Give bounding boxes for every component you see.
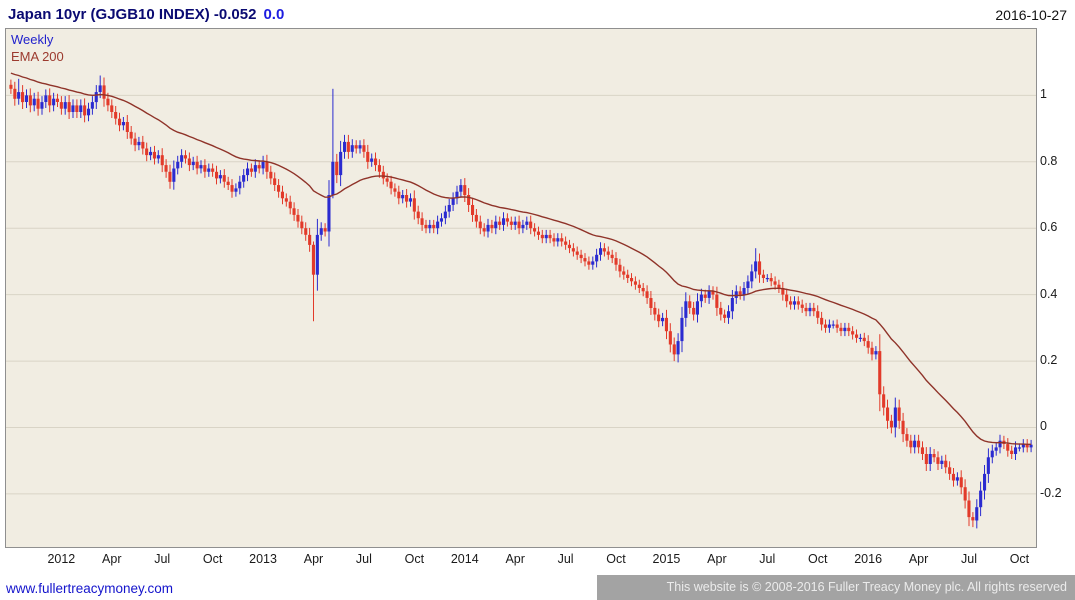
x-axis-label: Apr <box>303 552 324 566</box>
y-axis-label: 1 <box>1040 87 1047 102</box>
y-axis-label: 0.6 <box>1040 220 1058 235</box>
x-axis-label: 2016 <box>854 552 883 566</box>
x-axis-label: Jul <box>759 552 776 566</box>
x-axis-label: 2012 <box>47 552 76 566</box>
instrument-title: Japan 10yr (GJGB10 INDEX) -0.052 <box>8 6 257 23</box>
x-axis-label: Jul <box>154 552 171 566</box>
x-axis-label: Oct <box>202 552 223 566</box>
y-axis-label: 0.2 <box>1040 353 1058 368</box>
y-axis-label: -0.2 <box>1040 485 1062 500</box>
x-axis-label: Jul <box>961 552 977 566</box>
copyright-notice: This website is © 2008-2016 Fuller Treac… <box>597 575 1075 600</box>
x-axis-label: 2013 <box>249 552 277 566</box>
x-axis-label: Apr <box>707 552 727 566</box>
y-axis: 1 0.8 0.6 0.4 0.2 0 -0.2 <box>1040 29 1074 547</box>
candles <box>9 75 1033 529</box>
chart-date: 2016-10-27 <box>995 7 1067 23</box>
website-link[interactable]: www.fullertreacymoney.com <box>6 581 174 596</box>
x-axis-label: Oct <box>404 552 425 566</box>
change-value: 0.0 <box>263 6 285 23</box>
x-axis-label: Apr <box>505 552 525 566</box>
x-axis-label: Jul <box>557 552 574 566</box>
x-axis-label: Oct <box>807 552 828 566</box>
ema-line <box>10 72 1032 445</box>
x-axis-label: Apr <box>102 552 122 566</box>
x-axis-label: 2014 <box>450 552 479 566</box>
x-axis-label: 2015 <box>652 552 681 566</box>
x-axis-label: Oct <box>606 552 626 566</box>
price-chart: Weekly EMA 200 <box>5 28 1037 548</box>
x-axis-label: Apr <box>908 552 929 566</box>
footer: www.fullertreacymoney.com This website i… <box>0 575 1075 600</box>
y-axis-label: 0.8 <box>1040 153 1058 168</box>
y-axis-label: 0 <box>1040 419 1047 434</box>
x-axis-label: Jul <box>355 552 372 566</box>
candlestick-plot <box>6 72 1036 529</box>
ema-legend-label: EMA 200 <box>11 49 64 64</box>
y-axis-label: 0.4 <box>1040 286 1058 301</box>
x-axis-label: Oct <box>1009 552 1030 566</box>
frequency-label: Weekly <box>11 32 54 47</box>
x-axis: 2012 Apr Jul Oct 2013 Apr Jul Oct 2014 Apr Jul Oct 2… <box>6 552 1036 568</box>
page-title: Japan 10yr (GJGB10 INDEX) -0.052 0.0 <box>8 6 284 23</box>
